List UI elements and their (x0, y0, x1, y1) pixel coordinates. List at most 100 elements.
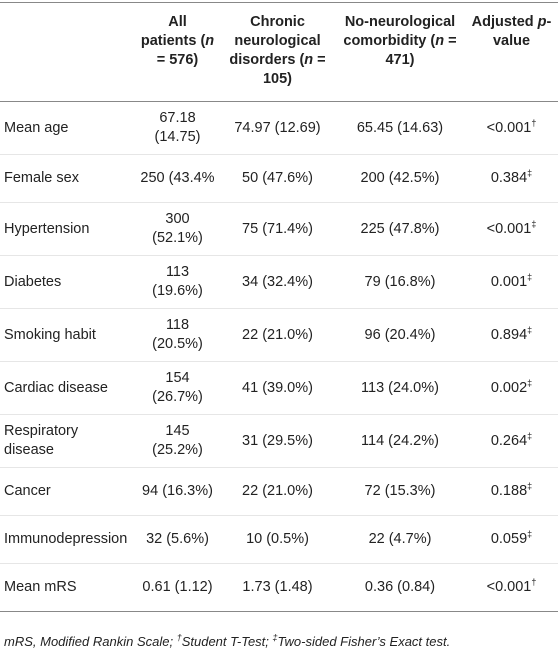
cell: 0.002‡ (465, 361, 558, 415)
italic-symbol: n (435, 33, 445, 49)
cell: 0.61 (1.12) (135, 563, 220, 612)
cell: 94 (16.3%) (135, 467, 220, 516)
cell: 0.36 (0.84) (335, 563, 465, 612)
row-label: Cancer (0, 467, 135, 516)
cell: 118 (20.5%) (135, 308, 220, 362)
cell: 0.264‡ (465, 414, 558, 468)
p-value: 0.002 (490, 379, 528, 396)
footnote-mark: ‡ (527, 481, 533, 492)
footnote-mark: † (531, 117, 537, 128)
italic-symbol: n (304, 52, 314, 68)
row-label: Diabetes (0, 255, 135, 309)
cell: 0.894‡ (465, 308, 558, 362)
text: Two-sided Fisher’s Exact test. (277, 634, 451, 649)
row-label: Mean mRS (0, 563, 135, 612)
row-label: Immunodepression (0, 515, 135, 564)
cell: 50 (47.6%) (220, 154, 335, 203)
row-label: Hypertension (0, 202, 135, 256)
cell: 113 (24.0%) (335, 361, 465, 415)
cell: 41 (39.0%) (220, 361, 335, 415)
table-row: Immunodepression 32 (5.6%) 10 (0.5%) 22 (4.… (0, 515, 558, 564)
text: Chronic neurological disorders ( (229, 14, 321, 68)
text: Adjusted (471, 14, 538, 30)
cell: <0.001† (465, 102, 558, 155)
cell: <0.001† (465, 563, 558, 612)
cell: 31 (29.5%) (220, 414, 335, 468)
cell: <0.001‡ (465, 202, 558, 256)
cell: 1.73 (1.48) (220, 563, 335, 612)
text: = 471) (385, 33, 457, 68)
text: No-neurological comorbidity ( (343, 14, 456, 49)
p-value: <0.001 (486, 220, 532, 237)
footnote-mark: ‡ (527, 529, 533, 540)
italic-symbol: p (537, 14, 547, 30)
header-cell: Chronic neurological disorders (n = 105) (220, 2, 335, 102)
table-row: Respiratory disease 145 (25.2%) 31 (29.5%)… (0, 414, 558, 468)
text: mRS, Modified Rankin Scale; (4, 634, 177, 649)
cell: 200 (42.5%) (335, 154, 465, 203)
text: = 105) (262, 52, 326, 87)
cell: 34 (32.4%) (220, 255, 335, 309)
row-label: Respiratory disease (0, 414, 135, 468)
cell: 300 (52.1%) (135, 202, 220, 256)
table-row: Cancer 94 (16.3%) 22 (21.0%) 72 (15.3%) 0.18… (0, 467, 558, 516)
cell: 0.001‡ (465, 255, 558, 309)
data-table: All patients (n = 576) Chronic neurologic… (0, 2, 558, 612)
cell: 96 (20.4%) (335, 308, 465, 362)
cell: 0.059‡ (465, 515, 558, 564)
p-value: 0.384 (490, 170, 528, 186)
header-cell: All patients (n = 576) (135, 2, 220, 102)
p-value: 0.188 (490, 483, 528, 499)
p-value: 0.001 (490, 273, 528, 290)
table-row: Mean mRS 0.61 (1.12) 1.73 (1.48) 0.36 (0.84… (0, 563, 558, 612)
italic-symbol: n (205, 33, 215, 49)
cell: 145 (25.2%) (135, 414, 220, 468)
cell: 114 (24.2%) (335, 414, 465, 468)
table-row: Female sex 250 (43.4% 50 (47.6%) 200 (42.5%… (0, 154, 558, 203)
table-header: All patients (n = 576) Chronic neurologic… (0, 2, 558, 102)
cell: 67.18 (14.75) (154, 110, 201, 145)
cell: 113 (19.6%) (135, 255, 220, 309)
p-value: 0.894 (490, 326, 528, 343)
cell: 10 (0.5%) (220, 515, 335, 564)
cell: 79 (16.8%) (335, 255, 465, 309)
cell: 154 (26.7%) (135, 361, 220, 415)
table-row: Diabetes 113 (19.6%) 34 (32.4%) 79 (16.8%) 0… (0, 255, 558, 309)
header-cell: Adjusted p-value (465, 2, 558, 102)
footnote-mark: ‡ (527, 168, 533, 179)
p-value: <0.001 (486, 119, 532, 136)
table-row: Hypertension 300 (52.1%) 75 (71.4%) 225 (47… (0, 202, 558, 256)
p-value: 0.059 (490, 531, 528, 547)
cell: 225 (47.8%) (335, 202, 465, 256)
footnote: mRS, Modified Rankin Scale; †Student T-T… (0, 612, 558, 649)
cell: 74.97 (12.69) (234, 119, 321, 136)
footnote-mark: ‡ (531, 218, 537, 229)
p-value: 0.264 (490, 432, 528, 449)
footnote-mark: ‡ (527, 324, 533, 335)
text: = 576) (156, 52, 199, 68)
text: Student T-Test; (181, 634, 273, 649)
cell: 250 (43.4% (135, 154, 220, 203)
table-row: Cardiac disease 154 (26.7%) 41 (39.0%) 113 … (0, 361, 558, 415)
row-label: Female sex (0, 154, 135, 203)
row-label: Cardiac disease (0, 361, 135, 415)
text: -value (492, 14, 552, 49)
cell: 22 (21.0%) (220, 308, 335, 362)
header-row: All patients (n = 576) Chronic neurologic… (0, 2, 558, 102)
cell: 22 (4.7%) (335, 515, 465, 564)
row-label: Mean age (4, 119, 69, 136)
cell: 72 (15.3%) (335, 467, 465, 516)
footnote-mark: † (531, 577, 537, 588)
cell: 0.384‡ (465, 154, 558, 203)
cell: 0.188‡ (465, 467, 558, 516)
cell: 75 (71.4%) (220, 202, 335, 256)
cell: 65.45 (14.63) (356, 119, 444, 136)
text: All patients ( (140, 14, 206, 49)
cell: 32 (5.6%) (135, 515, 220, 564)
table-body: Mean age 67.18 (14.75) 74.97 (12.69) 65.45 … (0, 102, 558, 612)
footnote-mark: ‡ (527, 377, 533, 388)
cell: 22 (21.0%) (220, 467, 335, 516)
p-value: <0.001 (486, 579, 532, 595)
header-cell (0, 2, 135, 102)
